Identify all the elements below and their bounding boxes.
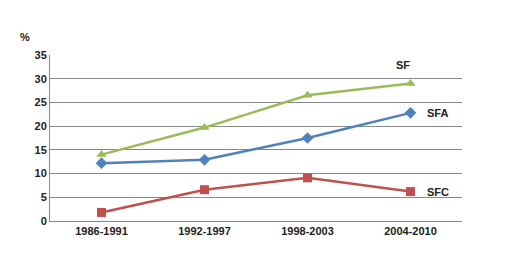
svg-text:35: 35 — [35, 49, 47, 61]
svg-text:10: 10 — [35, 167, 47, 179]
svg-text:SFC: SFC — [427, 186, 449, 198]
svg-text:1992-1997: 1992-1997 — [178, 225, 231, 237]
svg-text:1998-2003: 1998-2003 — [281, 225, 334, 237]
svg-text:25: 25 — [35, 96, 47, 108]
svg-text:1986-1991: 1986-1991 — [75, 225, 128, 237]
svg-text:2004-2010: 2004-2010 — [384, 225, 437, 237]
svg-text:15: 15 — [35, 144, 47, 156]
svg-text:SFA: SFA — [427, 107, 448, 119]
svg-text:%: % — [20, 31, 30, 43]
svg-text:0: 0 — [41, 215, 47, 227]
svg-text:20: 20 — [35, 120, 47, 132]
svg-text:30: 30 — [35, 73, 47, 85]
svg-text:SF: SF — [396, 59, 410, 71]
svg-text:5: 5 — [41, 191, 47, 203]
